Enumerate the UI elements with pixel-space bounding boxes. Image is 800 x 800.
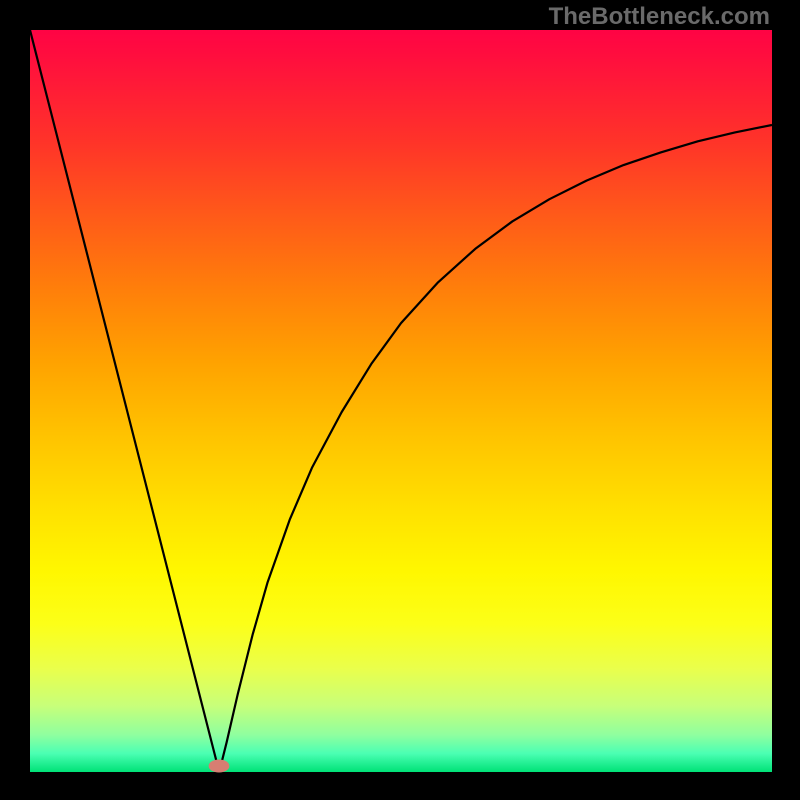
watermark-text: TheBottleneck.com (549, 3, 770, 31)
chart-canvas: TheBottleneck.com (0, 0, 800, 800)
plot-area (30, 30, 772, 772)
gradient-background (30, 30, 772, 772)
